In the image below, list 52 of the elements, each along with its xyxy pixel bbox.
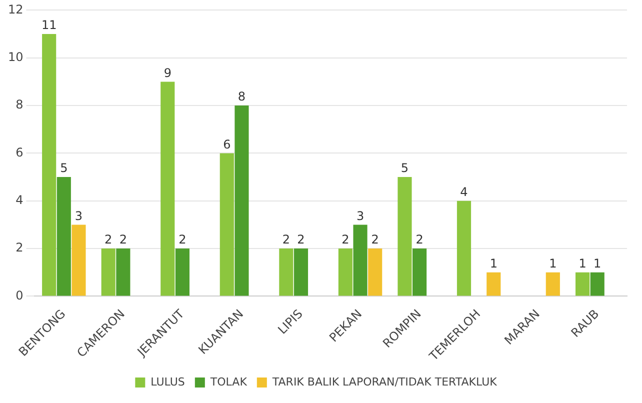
data-label: 2 (416, 232, 424, 247)
data-label: 2 (342, 232, 350, 247)
bar (398, 177, 412, 296)
y-tick-label: 8 (16, 98, 24, 112)
data-label: 5 (400, 161, 409, 176)
bar (590, 272, 604, 296)
bar (279, 248, 294, 296)
legend-label: LULUS (150, 375, 185, 388)
data-label: 9 (164, 66, 172, 80)
bar (294, 248, 308, 296)
y-tick-label: 6 (16, 145, 24, 160)
y-tick-label: 0 (16, 288, 24, 302)
data-label: 3 (356, 208, 364, 223)
data-label: 8 (238, 90, 246, 104)
bar (56, 177, 71, 296)
data-label: 1 (549, 256, 557, 270)
y-tick-label: 10 (8, 50, 24, 64)
bar (234, 106, 249, 296)
bar (353, 224, 368, 296)
data-label: 3 (74, 208, 83, 223)
bar (116, 248, 130, 296)
data-label: 5 (60, 161, 68, 176)
bar (72, 224, 86, 296)
bar (220, 153, 234, 296)
data-label: 2 (104, 232, 112, 247)
legend-label: TOLAK (209, 375, 248, 388)
bar (160, 82, 175, 296)
bar (338, 248, 352, 296)
data-label: 2 (371, 232, 379, 247)
bar (175, 248, 190, 296)
bar (42, 34, 56, 296)
data-label: 1 (490, 256, 498, 270)
bar (412, 248, 427, 296)
bar (368, 248, 382, 296)
data-label: 2 (178, 232, 186, 247)
bar (101, 248, 116, 296)
y-tick-label: 4 (16, 193, 24, 207)
data-label: 11 (41, 18, 57, 32)
bar (486, 272, 501, 296)
data-label: 1 (578, 256, 586, 270)
data-label: 4 (460, 185, 468, 199)
bar (576, 272, 590, 296)
y-tick-label: 12 (8, 2, 24, 16)
data-label: 1 (594, 256, 602, 270)
data-label: 2 (297, 232, 305, 247)
y-tick-label: 2 (16, 240, 24, 255)
data-label: 2 (282, 232, 290, 247)
data-label: 2 (119, 232, 127, 247)
bar (546, 272, 560, 296)
data-label: 6 (223, 137, 231, 152)
legend-label: TARIK BALIK LAPORAN/TIDAK TERTAKLUK (271, 375, 498, 388)
bar (456, 200, 472, 296)
